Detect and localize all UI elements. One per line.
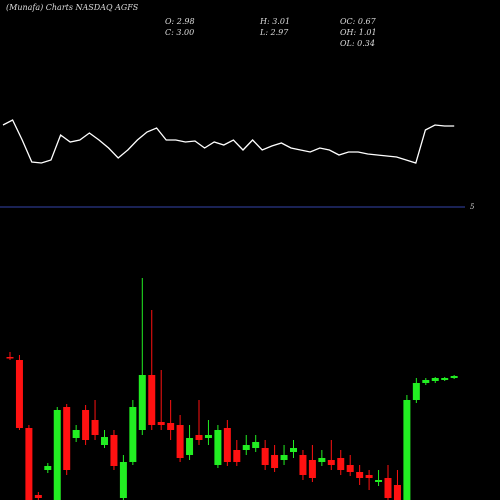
candle-body bbox=[176, 425, 184, 458]
candle-body bbox=[290, 448, 297, 452]
candle-body bbox=[119, 462, 127, 498]
stat: OH: 1.01 bbox=[340, 28, 377, 37]
candle-body bbox=[157, 422, 165, 425]
stat: O: 2.98 bbox=[165, 17, 195, 26]
candle-body bbox=[271, 455, 279, 468]
candle-body bbox=[63, 407, 71, 470]
candle-body bbox=[441, 378, 449, 380]
candle-body bbox=[318, 458, 326, 462]
stat: L: 2.97 bbox=[259, 28, 289, 37]
reference-label: 5 bbox=[470, 203, 475, 211]
candle-body bbox=[242, 445, 250, 450]
chart-title: (Munafa) Charts NASDAQ AGFS bbox=[6, 3, 139, 12]
candle-body bbox=[53, 410, 61, 500]
candle-body bbox=[34, 495, 42, 498]
candle-body bbox=[44, 466, 52, 470]
candle-body bbox=[327, 460, 335, 465]
candle-body bbox=[233, 450, 241, 462]
stat: C: 3.00 bbox=[165, 28, 194, 37]
candle-body bbox=[375, 480, 383, 482]
stat: OC: 0.67 bbox=[340, 17, 377, 26]
candle-body bbox=[308, 460, 316, 478]
candle-body bbox=[138, 375, 146, 430]
candle-body bbox=[422, 380, 430, 383]
candle-body bbox=[148, 375, 156, 425]
candle-body bbox=[403, 400, 411, 500]
candle-body bbox=[214, 430, 222, 465]
stat: H: 3.01 bbox=[259, 17, 290, 26]
candle-body bbox=[365, 475, 373, 478]
candle-body bbox=[261, 448, 269, 465]
candle-body bbox=[6, 357, 14, 359]
candle-body bbox=[346, 465, 354, 472]
indicator-line bbox=[2, 119, 455, 164]
candle-body bbox=[186, 438, 194, 455]
candle-body bbox=[72, 430, 80, 438]
candle-body bbox=[15, 360, 23, 428]
candle-body bbox=[393, 485, 401, 500]
candle-body bbox=[280, 455, 288, 460]
candle-body bbox=[167, 423, 175, 430]
candle-body bbox=[129, 407, 137, 462]
candle-body bbox=[223, 428, 231, 462]
candle-body bbox=[82, 410, 90, 440]
candle-body bbox=[91, 420, 99, 435]
stat: OL: 0.34 bbox=[340, 39, 375, 48]
candle-body bbox=[431, 378, 439, 381]
candle-body bbox=[101, 437, 108, 445]
candle-body bbox=[25, 428, 33, 500]
candle-body bbox=[252, 442, 260, 448]
candle-body bbox=[337, 458, 345, 470]
candle-body bbox=[384, 478, 392, 498]
candle-body bbox=[299, 455, 307, 475]
candle-body bbox=[110, 435, 118, 466]
candle-body bbox=[412, 383, 420, 400]
candle-body bbox=[450, 376, 458, 378]
candle-body bbox=[195, 435, 203, 440]
candle-body bbox=[204, 435, 212, 438]
candle-body bbox=[356, 472, 364, 478]
